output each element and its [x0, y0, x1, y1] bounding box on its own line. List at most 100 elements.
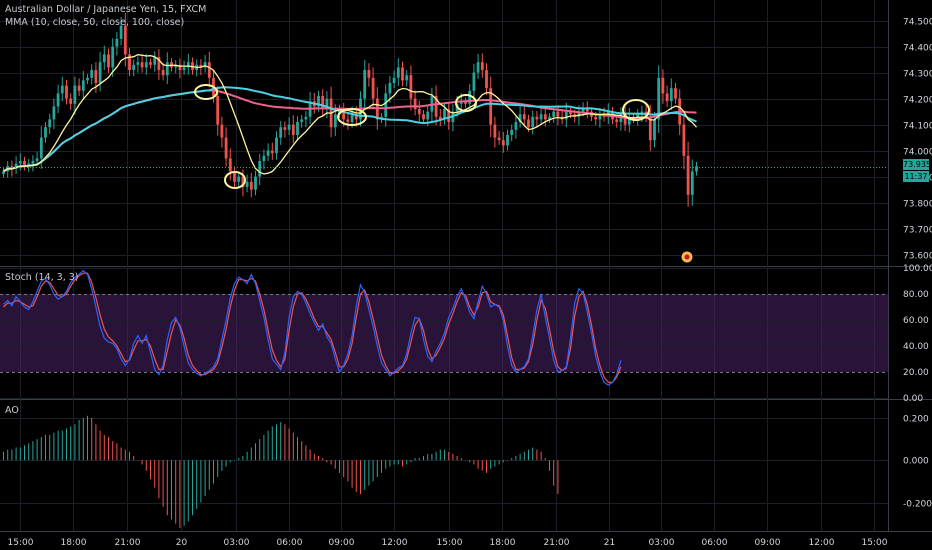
ao-bar — [498, 460, 500, 465]
ao-bar — [376, 460, 378, 478]
candle — [270, 150, 274, 154]
candle — [354, 114, 358, 120]
ao-bar — [99, 430, 101, 461]
candle — [102, 54, 106, 63]
candle — [317, 96, 320, 107]
ao-bar — [192, 460, 193, 516]
ao-bar — [213, 460, 214, 484]
ao-bar — [145, 460, 147, 471]
candle — [690, 171, 694, 195]
ao-bar — [502, 460, 504, 463]
candle — [510, 129, 514, 135]
ao-bar — [431, 453, 433, 461]
ao-bar — [221, 460, 223, 471]
candle — [472, 72, 476, 91]
ao-bar — [116, 443, 118, 461]
ao-bar — [536, 449, 538, 461]
ao-bar — [15, 447, 17, 461]
ao-bar — [95, 424, 97, 461]
candle — [657, 77, 661, 120]
candle — [346, 119, 350, 122]
candle — [178, 64, 182, 70]
candle — [367, 70, 371, 78]
ao-bar — [78, 420, 80, 461]
candle — [10, 166, 14, 169]
ao-bar — [330, 460, 332, 465]
ao-bar — [175, 460, 177, 524]
candle — [18, 161, 22, 164]
candle — [627, 116, 631, 125]
time-tick-label: 06:00 — [702, 538, 728, 548]
candle — [275, 137, 278, 154]
candle — [548, 116, 551, 120]
ao-bar — [108, 436, 109, 461]
ao-bar — [87, 415, 88, 461]
candle — [531, 116, 535, 128]
ao-bar — [402, 460, 403, 467]
ao-bar — [339, 460, 340, 473]
ao-bar — [427, 453, 429, 461]
candle — [115, 38, 119, 47]
ao-bar — [204, 460, 206, 497]
ma50-line — [2, 86, 697, 173]
time-tick-label: 12:00 — [382, 538, 408, 548]
mma-legend: MMA (10, close, 50, close, 100, close) — [5, 17, 185, 28]
ao-bar — [368, 460, 370, 486]
ao-bar — [507, 460, 508, 461]
ao-bar — [57, 430, 59, 461]
candle — [422, 114, 425, 120]
candle — [291, 124, 295, 135]
candle — [615, 119, 619, 122]
ao-bar — [137, 460, 139, 461]
candle — [409, 75, 413, 99]
ao-bar — [187, 460, 189, 522]
stoch-tick-label: 80.00 — [903, 290, 929, 300]
candle — [228, 158, 232, 172]
candle — [518, 114, 522, 122]
candle — [405, 75, 409, 81]
time-tick-label: 15:00 — [8, 538, 34, 548]
ao-bar — [301, 441, 303, 461]
candle — [77, 85, 81, 91]
candle — [69, 98, 73, 104]
ao-bar — [557, 460, 559, 495]
candle — [489, 88, 493, 125]
ao-bar — [313, 453, 315, 461]
time-tick-label: 03:00 — [224, 538, 250, 548]
candle — [165, 62, 169, 76]
ao-bar — [540, 451, 542, 461]
candle — [14, 163, 18, 169]
current-price-tag: 73.935 — [903, 159, 931, 170]
ao-bar — [267, 430, 269, 461]
candle — [123, 25, 127, 55]
ao-bar — [414, 458, 416, 461]
stoch-d-line — [3, 272, 622, 383]
ao-bar — [444, 449, 445, 461]
time-tick-label: 21:00 — [115, 538, 141, 548]
candle — [144, 62, 148, 68]
ao-bar — [309, 449, 311, 461]
candle — [480, 62, 484, 70]
ao-bar — [481, 460, 483, 471]
price-tick-label: 73.700 — [903, 226, 932, 236]
ao-bar — [473, 460, 475, 465]
ao-bar — [82, 417, 84, 461]
ao-bar — [183, 460, 185, 526]
candle — [90, 70, 94, 78]
candle — [23, 161, 26, 167]
candle — [527, 119, 530, 128]
price-tick-label: 74.400 — [903, 44, 932, 54]
ao-bar — [372, 460, 374, 482]
candle — [598, 114, 602, 120]
candle — [60, 85, 64, 94]
ao-bar — [133, 455, 135, 461]
price-tick-label: 74.100 — [903, 122, 932, 132]
symbol-title: Australian Dollar / Japanese Yen, 15, FX… — [5, 4, 207, 15]
ao-bar — [397, 460, 399, 465]
candle — [497, 137, 501, 141]
candle — [224, 137, 228, 159]
stoch-tick-label: 20.00 — [903, 368, 929, 378]
ao-bar — [305, 445, 307, 461]
ao-bar — [112, 441, 114, 461]
